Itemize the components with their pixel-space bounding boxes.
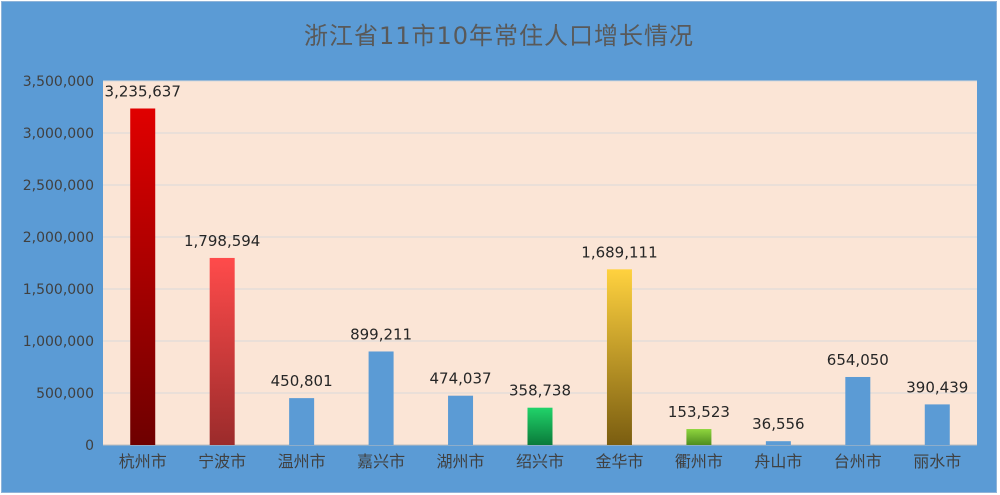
x-tick-label: 宁波市 xyxy=(198,452,246,471)
bar xyxy=(686,429,712,445)
x-tick-label: 丽水市 xyxy=(913,452,961,471)
data-label: 450,801 xyxy=(271,372,333,390)
data-label: 654,050 xyxy=(827,351,889,369)
data-label: 1,689,111 xyxy=(581,243,657,261)
data-label: 1,798,594 xyxy=(184,232,260,250)
x-tick-label: 台州市 xyxy=(834,452,882,471)
bar xyxy=(368,351,394,445)
y-tick-label: 3,500,000 xyxy=(23,74,94,90)
x-tick-label: 舟山市 xyxy=(754,452,802,471)
bar xyxy=(924,404,950,445)
y-tick-label: 2,000,000 xyxy=(23,230,94,246)
bar xyxy=(606,269,632,445)
bar xyxy=(209,257,235,445)
x-tick-label: 杭州市 xyxy=(119,452,167,471)
bar xyxy=(527,407,553,445)
bar xyxy=(765,441,791,445)
y-tick-label: 1,500,000 xyxy=(23,282,94,298)
bar xyxy=(289,398,315,445)
chart-title: 浙江省11市10年常住人口增长情况 xyxy=(303,22,695,50)
data-label: 153,523 xyxy=(668,403,730,421)
bar xyxy=(448,395,474,445)
y-tick-label: 1,000,000 xyxy=(23,334,94,350)
y-tick-label: 2,500,000 xyxy=(23,178,94,194)
x-tick-label: 绍兴市 xyxy=(516,452,564,471)
x-tick-label: 温州市 xyxy=(278,452,326,471)
x-tick-label: 衢州市 xyxy=(675,452,723,471)
plot-area xyxy=(103,81,977,445)
data-label: 390,439 xyxy=(906,378,968,396)
bar xyxy=(130,108,156,446)
data-label: 358,738 xyxy=(509,382,571,400)
data-label: 899,211 xyxy=(350,325,412,343)
y-tick-label: 500,000 xyxy=(36,386,94,402)
bar xyxy=(845,376,871,445)
x-tick-label: 金华市 xyxy=(595,452,643,471)
data-label: 474,037 xyxy=(430,370,492,388)
data-label: 36,556 xyxy=(752,415,805,433)
x-tick-label: 湖州市 xyxy=(437,452,485,471)
y-tick-label: 3,000,000 xyxy=(23,126,94,142)
x-tick-label: 嘉兴市 xyxy=(357,452,405,471)
y-tick-label: 0 xyxy=(85,438,94,454)
data-label: 3,235,637 xyxy=(105,82,181,100)
